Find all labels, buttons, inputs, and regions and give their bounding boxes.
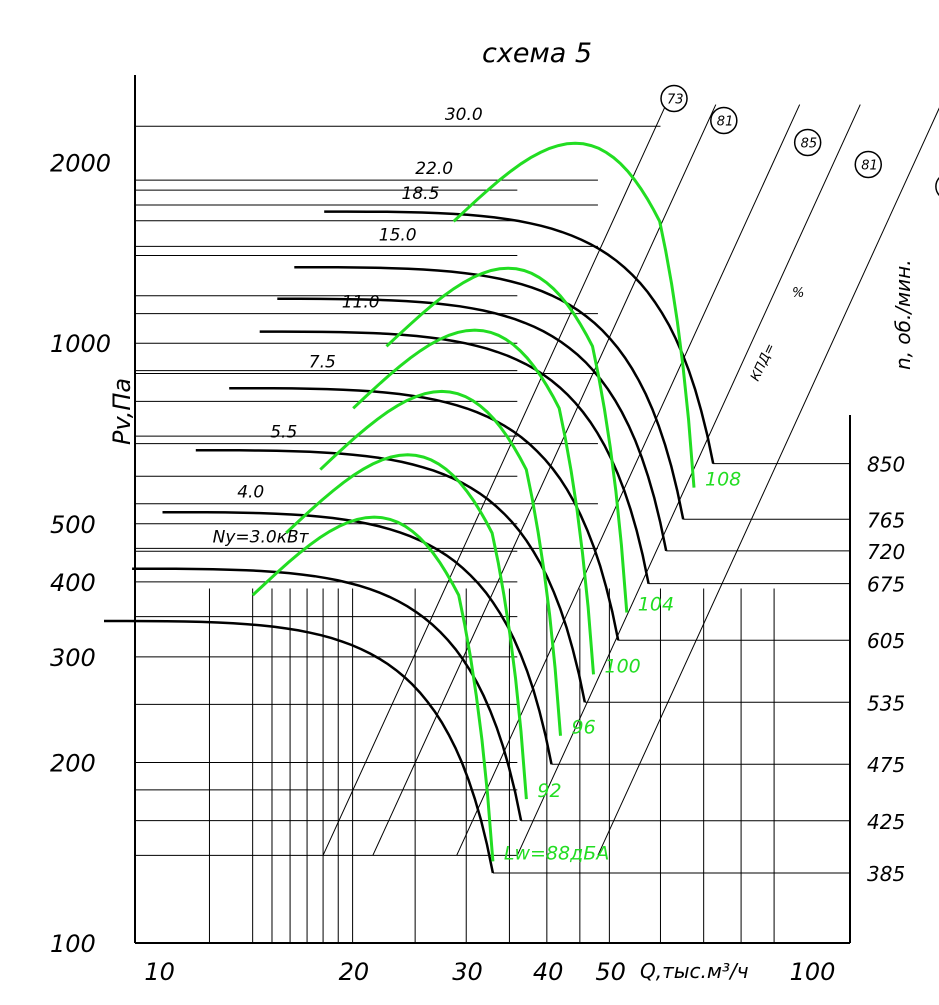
speed-curve	[229, 386, 620, 641]
speed-curve	[324, 210, 715, 464]
speed-curve	[294, 265, 685, 520]
speed-curve	[104, 619, 495, 874]
efficiency-line	[516, 104, 861, 856]
power-lines	[135, 125, 661, 549]
efficiency-circle	[660, 84, 688, 113]
power-label: 7.5	[309, 353, 336, 373]
noise-curve	[285, 453, 528, 800]
power-label: 5.5	[270, 423, 297, 443]
power-label: 4.0	[237, 483, 264, 503]
power-label: 11.0	[342, 293, 380, 313]
y-tick-label: 2000	[50, 150, 111, 178]
speed-curve	[195, 449, 587, 703]
noise-label: 96	[572, 717, 596, 739]
power-label: Ny=3.0кВт	[213, 527, 310, 547]
power-label: 15.0	[379, 225, 417, 245]
noise-label: 100	[605, 655, 641, 677]
power-label: 30.0	[445, 105, 483, 125]
noise-curve	[452, 141, 696, 488]
efficiency-suffix: %	[792, 286, 804, 301]
x-tick-label: 20	[339, 958, 370, 986]
speed-label: 720	[867, 540, 905, 564]
y-tick-label: 300	[50, 644, 96, 672]
noise-label: 104	[638, 593, 674, 615]
noise-label: 92	[537, 780, 561, 802]
efficiency-circle	[710, 106, 738, 135]
noise-label: 108	[705, 468, 741, 490]
speed-curve	[132, 567, 523, 822]
speed-curve	[277, 297, 668, 552]
y-tick-label: 500	[50, 511, 96, 539]
y-tick-label: 1000	[50, 330, 111, 358]
efficiency-circle	[793, 128, 822, 157]
efficiency-label: 81	[861, 159, 878, 174]
noise-curve	[352, 328, 595, 675]
x-tick-label: 30	[452, 958, 483, 986]
noise-label: Lw=88дБА	[504, 842, 609, 864]
labels: 385 425 475 535 605 675 720 765 850 Ny=3.0кВт 4.0 5…	[213, 84, 939, 886]
x-tick-label: 50	[595, 958, 626, 986]
power-label: 22.0	[415, 159, 453, 179]
right-axis-label: n, об./мин.	[891, 259, 915, 370]
y-tick-label: 200	[50, 749, 96, 777]
power-label: 18.5	[402, 184, 440, 204]
speed-label: 675	[867, 573, 905, 597]
speed-label: 385	[867, 862, 905, 886]
x-tick-label: 100	[790, 958, 836, 986]
efficiency-lines	[322, 104, 939, 856]
efficiency-line	[322, 104, 667, 856]
x-tick-label: 10	[144, 958, 175, 986]
y-axis-label: Pv,Па	[108, 378, 136, 445]
efficiency-label: 81	[717, 115, 734, 130]
efficiency-line	[597, 107, 939, 856]
speed-label: 605	[867, 629, 905, 653]
noise-curves	[251, 141, 696, 862]
y-tick-label: 100	[50, 930, 96, 958]
speed-label: 765	[867, 508, 905, 532]
x-axis-label: Q,тыс.м³/ч	[640, 959, 749, 983]
speed-label: 850	[867, 453, 905, 477]
x-tick-label: 40	[533, 958, 564, 986]
speed-label: 535	[867, 691, 905, 715]
noise-curve	[251, 515, 495, 862]
noise-curve	[319, 389, 562, 736]
efficiency-label: 73	[667, 93, 684, 108]
speed-curves	[104, 210, 850, 874]
efficiency-label: 85	[801, 137, 818, 152]
efficiency-circle	[935, 176, 939, 197]
efficiency-prefix: КПД=	[748, 341, 779, 384]
noise-curve	[385, 266, 629, 613]
y-tick-label: 400	[50, 569, 96, 597]
chart-title: схема 5	[482, 38, 592, 69]
speed-curve	[162, 510, 553, 765]
efficiency-line	[372, 104, 717, 856]
axes: 10 20 30 40 50 100 100 200 300 400 500 1000 2000 Pv,П…	[50, 75, 915, 986]
efficiency-line	[456, 104, 801, 856]
speed-label: 425	[867, 810, 905, 834]
speed-label: 475	[867, 753, 905, 777]
efficiency-circle	[854, 150, 883, 179]
